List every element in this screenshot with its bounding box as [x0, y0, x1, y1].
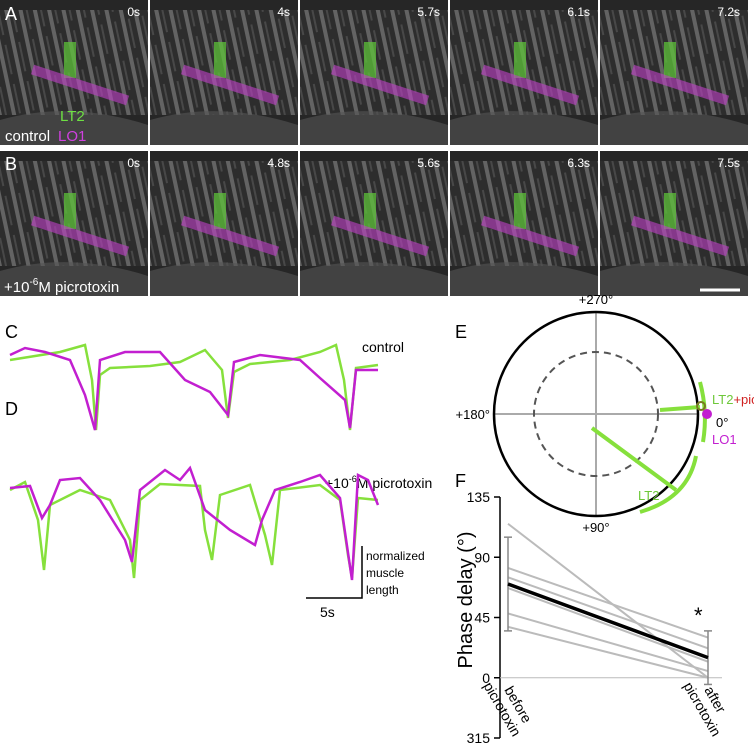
legend-label: LT2+picrotoxin	[712, 392, 754, 407]
legend-part: LT2	[712, 392, 733, 407]
image-frame	[600, 151, 748, 296]
subject-line	[507, 625, 709, 679]
time-label: 5.6s	[417, 156, 440, 170]
panel-letter: B	[5, 154, 17, 174]
angle-label: +90°	[582, 520, 609, 535]
lt2-arc	[639, 455, 698, 514]
time-label: 6.1s	[567, 5, 590, 19]
condition: +10-6M picrotoxin	[325, 474, 432, 491]
y-tick-label: 0	[482, 670, 490, 686]
condition-part: -6	[29, 277, 38, 288]
lt2-trace	[9, 480, 379, 579]
y-tick-label: 45	[474, 610, 490, 626]
lo1-trace	[9, 346, 378, 431]
time-label: 0s	[127, 5, 140, 19]
subject-line	[507, 567, 709, 639]
y-tick-label: 90	[474, 549, 490, 565]
time-label: 0s	[127, 156, 140, 170]
scale-label: length	[366, 583, 399, 597]
panel-letter: A	[5, 4, 17, 24]
scale-bar	[306, 546, 363, 599]
panel-letter: E	[455, 322, 467, 342]
subject-line	[507, 612, 709, 673]
outer-circle	[492, 310, 700, 518]
angle-label: 0°	[716, 415, 728, 430]
image-frame	[300, 0, 448, 145]
image-frame	[300, 151, 448, 296]
time-label: 7.5s	[717, 156, 740, 170]
condition-part: M picrotoxin	[357, 475, 432, 491]
legend-part: +picrotoxin	[733, 392, 754, 407]
condition-part: -6	[349, 474, 357, 484]
subject-line	[507, 522, 709, 679]
time-label: 7.2s	[717, 5, 740, 19]
condition: control	[5, 128, 50, 145]
subject-line	[507, 576, 709, 650]
image-rows: 0s 4s 5.7s 6.1s 7.2s 0s 4.8s 5.6s 6.3s 7.5s	[0, 0, 748, 296]
legend-label: LT2	[638, 488, 659, 503]
lt2-vector	[590, 426, 678, 492]
panel-letter: C	[5, 322, 18, 342]
subject-line	[507, 587, 709, 663]
scale-label: normalized	[366, 549, 425, 563]
lt2-pic-dot	[696, 401, 706, 411]
panel-letter: F	[455, 471, 466, 491]
image-frame	[600, 0, 748, 145]
panel-letter: D	[5, 399, 18, 419]
image-frame	[450, 151, 598, 296]
condition-part: +10	[4, 279, 29, 296]
scale-label: 5s	[320, 604, 335, 620]
condition-part: M picrotoxin	[38, 279, 119, 296]
condition: control	[362, 339, 404, 355]
time-label: 4.8s	[267, 156, 290, 170]
lo1-label: LO1	[58, 128, 86, 145]
angle-label: +270°	[579, 292, 613, 307]
y-axis-label: Phase delay (°)	[455, 532, 477, 669]
x-tick-label: beforepicrotoxin	[481, 671, 539, 739]
image-frame	[0, 151, 148, 296]
y-tick-label: 135	[467, 489, 491, 505]
lo1-dot	[702, 409, 712, 419]
image-frame	[150, 0, 298, 145]
time-label: 4s	[277, 5, 290, 19]
image-frame	[150, 151, 298, 296]
time-label: 5.7s	[417, 5, 440, 19]
lt2-pic-vector	[659, 405, 701, 412]
mean-line	[507, 582, 709, 660]
angle-label: +180°	[456, 407, 490, 422]
lt2-trace	[9, 343, 379, 431]
annotation: *	[694, 603, 703, 628]
condition: +10-6M picrotoxin	[4, 277, 119, 296]
lt2-label: LT2	[60, 108, 85, 125]
scale-label: muscle	[366, 566, 404, 580]
image-frame	[450, 0, 598, 145]
legend-label: LO1	[712, 432, 737, 447]
x-tick-label: afterpicrotoxin	[681, 671, 739, 739]
time-label: 6.3s	[567, 156, 590, 170]
inner-circle	[533, 351, 659, 477]
lo1-trace	[9, 465, 380, 581]
y-tick-label: 315	[467, 730, 491, 746]
